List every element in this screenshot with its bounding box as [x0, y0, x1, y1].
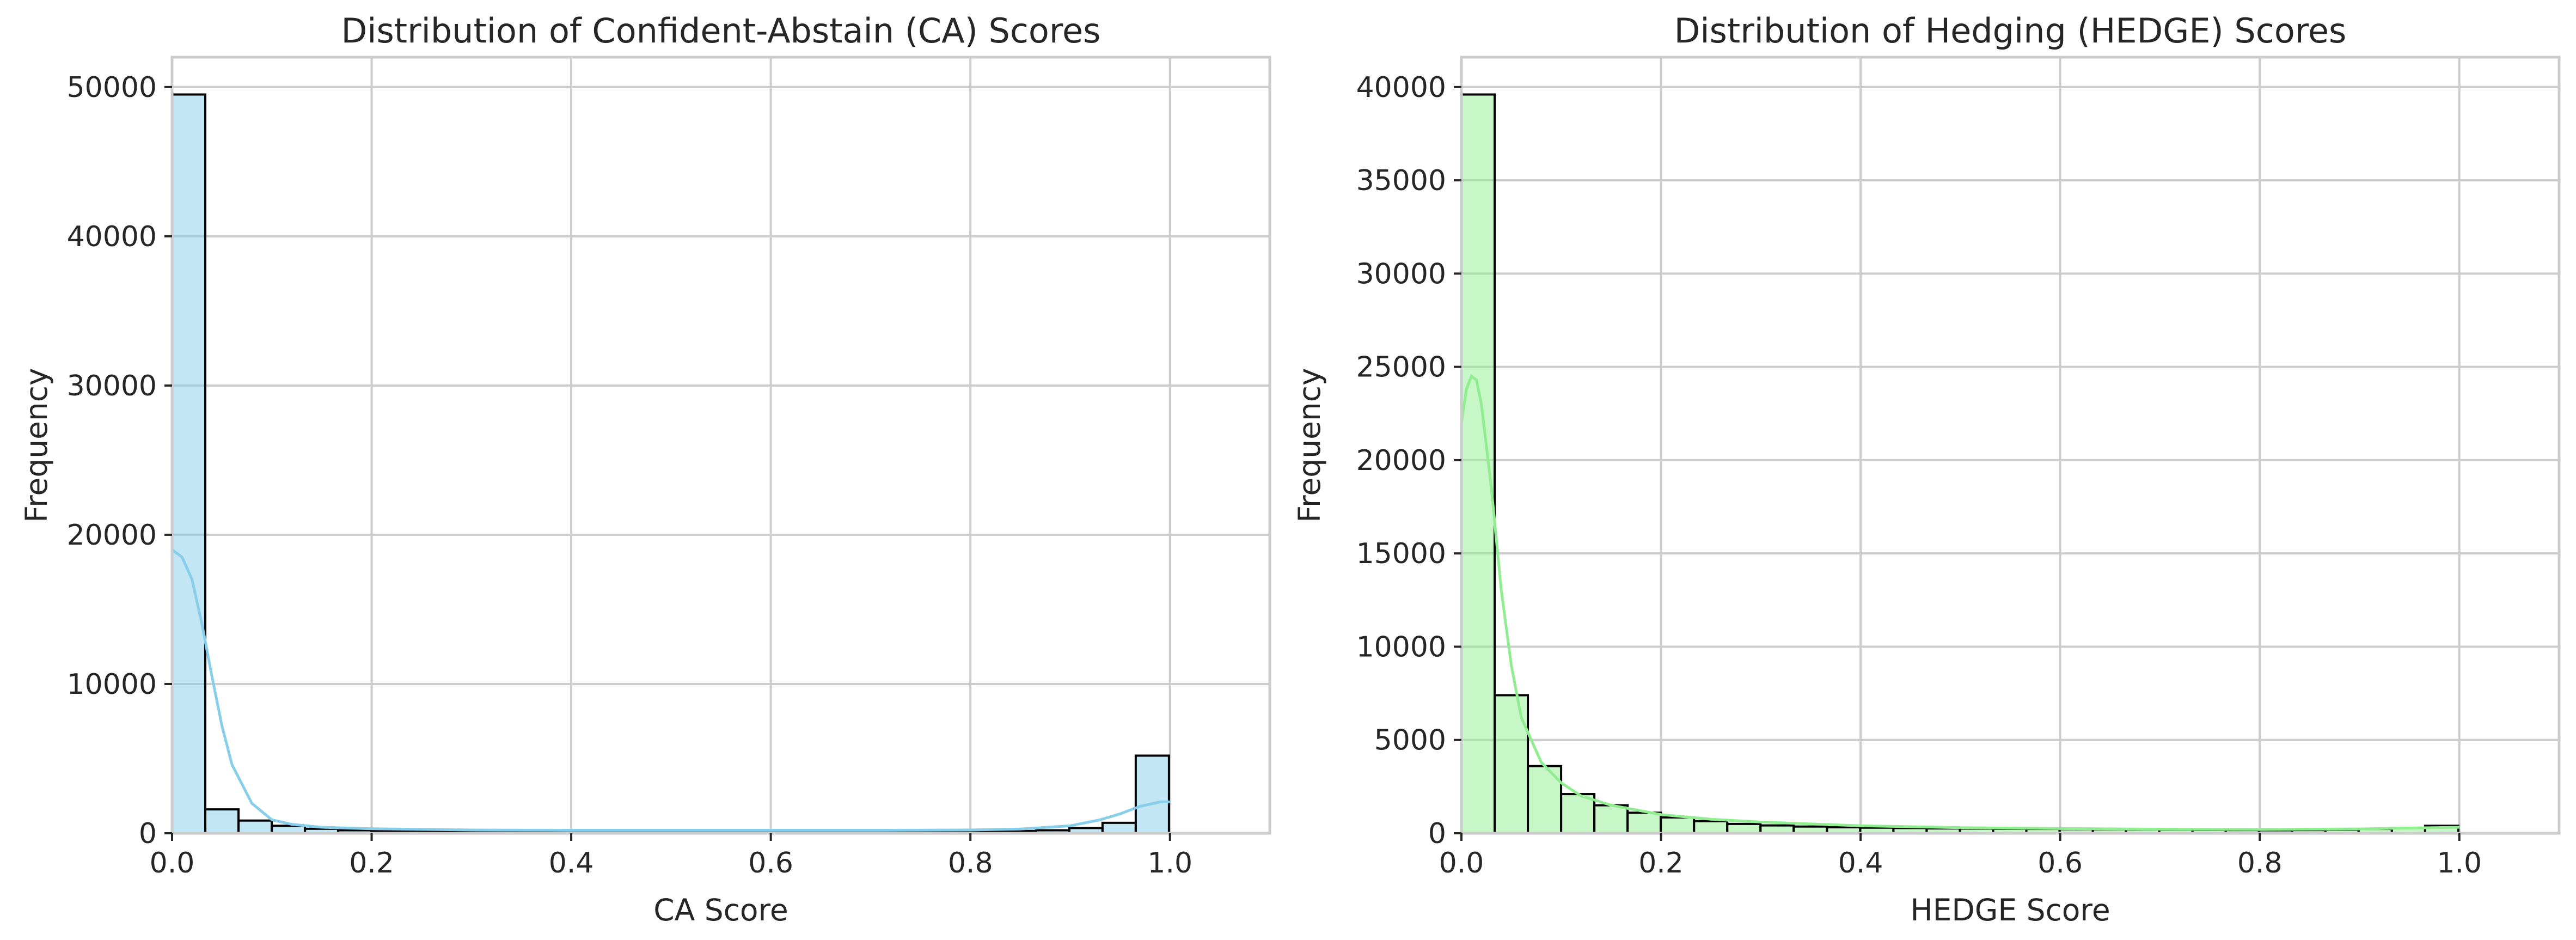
y-tick-label: 5000 — [1374, 724, 1446, 757]
plot-frame — [170, 56, 1271, 835]
x-tick-label: 0.8 — [2237, 847, 2283, 880]
chart-title: Distribution of Confident-Abstain (CA) S… — [341, 11, 1101, 51]
x-tick-label: 0.0 — [1439, 847, 1484, 880]
histogram-bar — [1494, 694, 1529, 834]
x-tick-label: 0.4 — [1838, 847, 1883, 880]
x-tick-label: 0.4 — [549, 847, 594, 880]
x-tick-label: 0.2 — [1638, 847, 1684, 880]
x-tick-label: 0.6 — [748, 847, 793, 880]
x-tick-label: 1.0 — [1147, 847, 1192, 880]
histogram-bar — [237, 819, 273, 835]
x-tick-label: 0.0 — [150, 847, 195, 880]
histogram-bar — [1134, 754, 1170, 834]
x-tick-label: 0.6 — [2037, 847, 2083, 880]
y-axis-label: Frequency — [19, 368, 54, 522]
kde-line — [1460, 374, 2459, 831]
y-tick-label: 50000 — [67, 71, 157, 104]
y-tick-label: 20000 — [1356, 444, 1446, 477]
x-axis-label: HEDGE Score — [1910, 893, 2110, 927]
y-tick-label: 35000 — [1356, 164, 1446, 197]
histogram-bar — [1726, 822, 1762, 834]
histogram-bar — [1560, 793, 1596, 835]
histogram-bar — [1593, 804, 1629, 835]
y-tick-label: 15000 — [1356, 538, 1446, 570]
histogram-bar — [1626, 811, 1662, 834]
y-tick-label: 0 — [139, 817, 157, 850]
chart-panel-1: 0.0 0.2 0.4 0.6 0.8 1.0 0 10000 20000 30000 40000 5… — [19, 11, 1271, 927]
y-tick-label: 10000 — [1356, 631, 1446, 663]
y-tick-label: 30000 — [67, 370, 157, 402]
plot-frame — [1460, 56, 2561, 835]
y-axis-label: Frequency — [1292, 368, 1327, 522]
x-tick-label: 0.8 — [948, 847, 993, 880]
histogram-bar — [1693, 820, 1729, 834]
y-tick-label: 40000 — [1356, 71, 1446, 104]
y-tick-label: 40000 — [67, 221, 157, 253]
x-axis-label: CA Score — [653, 893, 788, 927]
y-tick-label: 20000 — [67, 519, 157, 552]
x-tick-label: 1.0 — [2437, 847, 2482, 880]
chart-panel-2: 0.0 0.2 0.4 0.6 0.8 1.0 0 5000 10000 15000 20000 25… — [1292, 11, 2561, 927]
histogram-bar — [204, 808, 240, 834]
y-tick-label: 25000 — [1356, 351, 1446, 384]
y-tick-label: 10000 — [67, 668, 157, 701]
y-tick-label: 30000 — [1356, 258, 1446, 290]
x-tick-label: 0.2 — [349, 847, 394, 880]
chart-title: Distribution of Hedging (HEDGE) Scores — [1674, 11, 2347, 51]
histogram-bar — [171, 93, 207, 834]
kde-line — [171, 548, 1170, 832]
histogram-bar — [1660, 816, 1696, 835]
y-tick-label: 0 — [1428, 817, 1446, 850]
histogram-bar — [1101, 821, 1137, 834]
